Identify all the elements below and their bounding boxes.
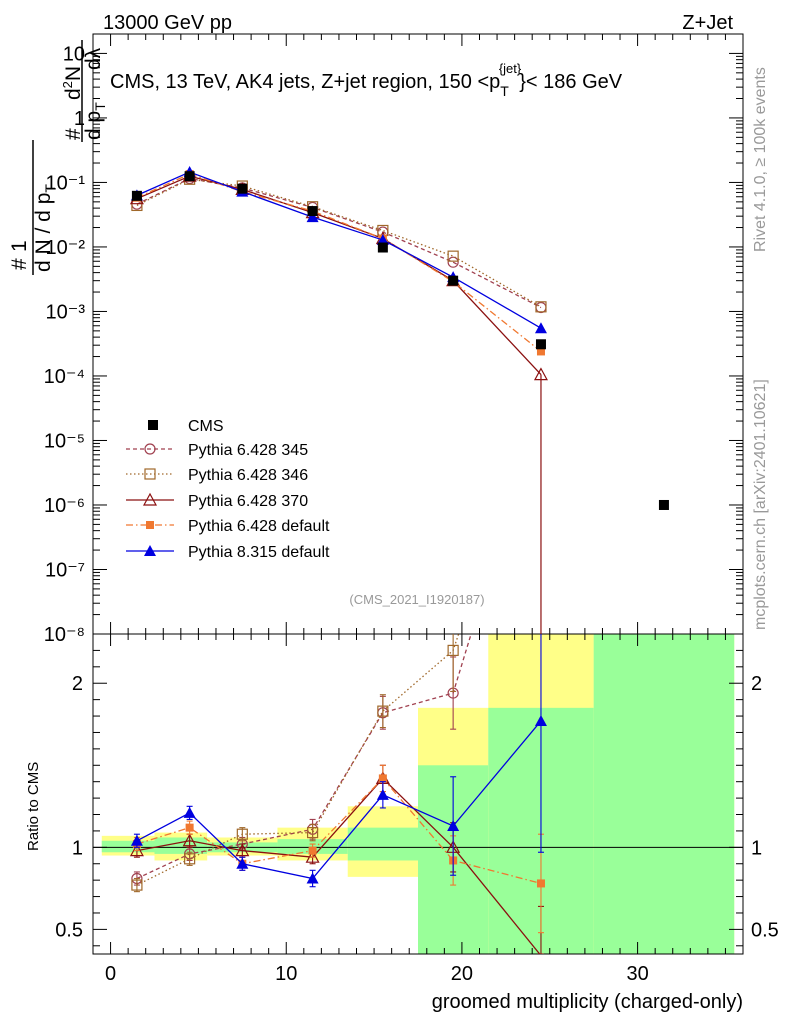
ratio-point-1 (306, 826, 319, 839)
legend-marker-0 (144, 443, 156, 455)
legend-label-cms: CMS (188, 418, 224, 435)
y-tick-label: 10 (63, 43, 85, 65)
svg-text:#: # (8, 258, 31, 270)
series-point-1 (447, 250, 459, 262)
y-tick-label: 10⁻⁷ (45, 559, 85, 581)
y-tick-label: 10⁻¹ (46, 172, 86, 194)
ratio-y-tick-label-right: 1 (751, 837, 762, 859)
x-axis-label: groomed multiplicity (charged-only) (432, 991, 743, 1013)
data-point-cms (535, 339, 546, 350)
ratio-point-2 (235, 843, 250, 857)
y-tick-label: 10⁻² (46, 237, 86, 259)
ratio-point-4 (130, 834, 143, 846)
ratio-point-4 (306, 872, 319, 884)
y-axis-label: # 1 d N / d pT # d pT d2N dλ (8, 40, 108, 275)
legend-marker-2 (142, 492, 158, 506)
ratio-y-tick-label-right: 2 (751, 673, 762, 695)
series-point-3 (536, 347, 545, 356)
ratio-point-4 (376, 788, 389, 800)
ratio-point-4 (534, 714, 547, 726)
svg-text:dλ: dλ (82, 47, 105, 70)
ratio-point-3 (536, 879, 545, 888)
svg-text:1: 1 (8, 240, 31, 252)
svg-text:d N / d pT: d N / d pT (32, 184, 58, 272)
legend-label-3: Pythia 6.428 default (188, 518, 330, 535)
ratio-point-3 (185, 823, 194, 832)
ratio-y-tick-label: 0.5 (55, 919, 83, 941)
y-tick-label: 10⁻⁵ (44, 430, 85, 452)
ratio-point-1 (447, 644, 459, 657)
ratio-point-3 (378, 774, 387, 783)
ratio-point-1 (184, 853, 196, 865)
data-point-cms (237, 183, 248, 194)
data-point-cms (658, 499, 669, 510)
analysis-label: (CMS_2021_I1920187) (349, 592, 484, 607)
data-point-cms (377, 242, 388, 253)
ratio-point-1 (131, 879, 143, 891)
series-point-4 (376, 234, 389, 246)
series-point-4 (534, 322, 547, 334)
legend-marker-cms (148, 420, 158, 430)
y-tick-label: 1 (74, 108, 85, 130)
ratio-point-4 (183, 806, 196, 818)
data-point-cms (448, 275, 459, 286)
data-point-cms (131, 190, 142, 201)
y-tick-label: 10⁻⁴ (44, 366, 85, 388)
legend-label-2: Pythia 6.428 370 (188, 493, 308, 510)
ratio-band-green-4 (347, 827, 418, 861)
legend-marker-1 (144, 468, 156, 480)
ratio-y-label: Ratio to CMS (25, 762, 42, 851)
y-tick-label: 10⁻³ (46, 301, 86, 323)
ratio-point-2 (182, 833, 197, 847)
ratio-y-tick-label: 1 (72, 837, 83, 859)
x-tick-label: 20 (451, 963, 473, 985)
data-point-cms (307, 206, 318, 217)
svg-text:#: # (62, 128, 85, 140)
ratio-point-1 (236, 828, 248, 840)
data-point-cms (184, 171, 195, 182)
ratio-point-3 (308, 846, 317, 855)
ratio-band-green-7 (593, 634, 735, 954)
x-tick-label: 0 (105, 963, 116, 985)
process-label: Z+Jet (682, 12, 733, 34)
ratio-band-green-0 (101, 840, 155, 853)
ratio-point-4 (447, 820, 460, 831)
legend-label-0: Pythia 6.428 345 (188, 442, 308, 459)
main-plot-series (129, 166, 669, 634)
legend-marker-4 (144, 545, 156, 556)
ratio-plot-frame (92, 633, 744, 955)
y-tick-label: 10⁻⁶ (44, 495, 85, 517)
ratio-point-1 (377, 705, 389, 717)
energy-label: 13000 GeV pp (103, 12, 232, 34)
ratio-plot-series (129, 634, 547, 954)
series-point-0 (447, 256, 459, 268)
legend-label-1: Pythia 6.428 346 (188, 467, 308, 484)
x-tick-label: 10 (275, 963, 297, 985)
ratio-y-tick-label: 2 (72, 673, 83, 695)
series-point-1 (535, 301, 547, 313)
ratio-y-tick-label-right: 0.5 (751, 919, 779, 941)
series-point-4 (306, 211, 319, 223)
legend-label-4: Pythia 8.315 default (188, 544, 330, 561)
rivet-label: Rivet 4.1.0, ≥ 100k events (752, 67, 769, 252)
legend-marker-3 (146, 521, 154, 529)
mcplots-label: mcplots.cern.ch [arXiv:2401.10621] (752, 379, 769, 630)
y-tick-label: 10⁻⁸ (44, 624, 85, 646)
x-tick-label: 30 (626, 963, 648, 985)
ratio-point-4 (236, 857, 249, 869)
legend: CMS Pythia 6.428 345 Pythia 6.428 346 Pythi… (126, 418, 330, 561)
